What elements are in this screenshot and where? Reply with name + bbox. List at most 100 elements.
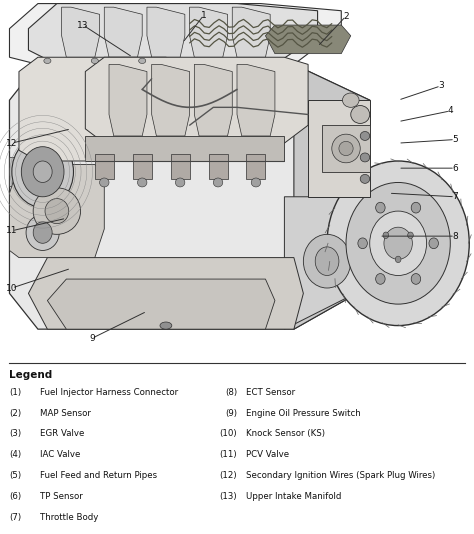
- Text: 13: 13: [77, 20, 89, 29]
- Polygon shape: [322, 125, 370, 172]
- Ellipse shape: [138, 58, 146, 64]
- Text: 10: 10: [6, 284, 18, 293]
- Ellipse shape: [360, 153, 370, 162]
- Ellipse shape: [175, 178, 185, 187]
- Ellipse shape: [342, 93, 359, 107]
- Ellipse shape: [91, 58, 99, 64]
- Polygon shape: [85, 136, 284, 161]
- Text: Fuel Injector Harness Connector: Fuel Injector Harness Connector: [40, 388, 178, 397]
- Text: (3): (3): [9, 429, 22, 438]
- Polygon shape: [28, 4, 318, 65]
- Ellipse shape: [33, 161, 52, 183]
- Text: (8): (8): [225, 388, 237, 397]
- Ellipse shape: [408, 232, 413, 239]
- Ellipse shape: [370, 211, 427, 276]
- Ellipse shape: [251, 178, 261, 187]
- Ellipse shape: [411, 202, 421, 213]
- Text: 8: 8: [452, 232, 458, 241]
- Ellipse shape: [383, 232, 389, 239]
- Ellipse shape: [12, 136, 73, 208]
- Polygon shape: [237, 65, 275, 136]
- Text: 11: 11: [6, 226, 18, 235]
- Text: (12): (12): [219, 471, 237, 480]
- Ellipse shape: [137, 178, 147, 187]
- Text: Throttle Body: Throttle Body: [40, 513, 99, 522]
- Ellipse shape: [315, 247, 339, 276]
- Ellipse shape: [33, 222, 52, 244]
- Polygon shape: [284, 197, 370, 329]
- Text: 5: 5: [452, 135, 458, 144]
- Ellipse shape: [360, 175, 370, 183]
- Polygon shape: [109, 65, 147, 136]
- Text: 3: 3: [438, 81, 444, 90]
- Ellipse shape: [100, 178, 109, 187]
- Text: (4): (4): [9, 450, 22, 459]
- Ellipse shape: [160, 322, 172, 329]
- Polygon shape: [209, 154, 228, 179]
- Ellipse shape: [332, 134, 360, 163]
- Ellipse shape: [395, 256, 401, 263]
- Text: EGR Valve: EGR Valve: [40, 429, 85, 438]
- Text: (10): (10): [219, 429, 237, 438]
- Ellipse shape: [26, 215, 59, 250]
- Ellipse shape: [411, 273, 421, 284]
- Polygon shape: [62, 7, 100, 57]
- Ellipse shape: [44, 58, 51, 64]
- Ellipse shape: [45, 199, 69, 224]
- Polygon shape: [9, 65, 370, 329]
- Text: 1: 1: [201, 11, 207, 20]
- Ellipse shape: [360, 131, 370, 140]
- Polygon shape: [294, 65, 370, 329]
- Polygon shape: [19, 57, 190, 161]
- Ellipse shape: [303, 234, 351, 288]
- Ellipse shape: [358, 238, 367, 249]
- Ellipse shape: [375, 273, 385, 284]
- Polygon shape: [190, 7, 228, 57]
- Text: IAC Valve: IAC Valve: [40, 450, 81, 459]
- Text: MAP Sensor: MAP Sensor: [40, 409, 91, 418]
- Polygon shape: [232, 7, 270, 57]
- Text: 12: 12: [6, 139, 18, 147]
- Polygon shape: [152, 65, 190, 136]
- Ellipse shape: [346, 183, 450, 304]
- Ellipse shape: [375, 202, 385, 213]
- Text: Engine Oil Pressure Switch: Engine Oil Pressure Switch: [246, 409, 361, 418]
- Text: Upper Intake Manifold: Upper Intake Manifold: [246, 492, 342, 501]
- Ellipse shape: [33, 188, 81, 234]
- Polygon shape: [9, 164, 104, 257]
- Text: (6): (6): [9, 492, 22, 501]
- Polygon shape: [171, 154, 190, 179]
- Polygon shape: [28, 257, 303, 329]
- Polygon shape: [9, 4, 341, 65]
- Text: (7): (7): [9, 513, 22, 522]
- Text: Fuel Feed and Return Pipes: Fuel Feed and Return Pipes: [40, 471, 157, 480]
- Text: 7: 7: [452, 192, 458, 201]
- Text: Secondary Ignition Wires (Spark Plug Wires): Secondary Ignition Wires (Spark Plug Wir…: [246, 471, 436, 480]
- Ellipse shape: [429, 238, 438, 249]
- Polygon shape: [308, 100, 370, 197]
- Polygon shape: [147, 7, 185, 57]
- Polygon shape: [246, 154, 265, 179]
- Text: Knock Sensor (KS): Knock Sensor (KS): [246, 429, 326, 438]
- Polygon shape: [9, 158, 43, 186]
- Text: (9): (9): [225, 409, 237, 418]
- Text: TP Sensor: TP Sensor: [40, 492, 83, 501]
- Polygon shape: [85, 57, 308, 143]
- Text: ECT Sensor: ECT Sensor: [246, 388, 296, 397]
- Text: 2: 2: [343, 12, 349, 21]
- Ellipse shape: [213, 178, 223, 187]
- Text: 6: 6: [452, 163, 458, 172]
- Text: (1): (1): [9, 388, 22, 397]
- Text: PCV Valve: PCV Valve: [246, 450, 290, 459]
- Ellipse shape: [351, 106, 370, 123]
- Ellipse shape: [21, 147, 64, 197]
- Polygon shape: [133, 154, 152, 179]
- Text: (13): (13): [219, 492, 237, 501]
- Polygon shape: [265, 25, 351, 54]
- Text: Legend: Legend: [9, 370, 53, 380]
- Polygon shape: [47, 279, 275, 329]
- Text: 4: 4: [447, 106, 453, 115]
- Polygon shape: [95, 154, 114, 179]
- Text: (11): (11): [219, 450, 237, 459]
- Text: (5): (5): [9, 471, 22, 480]
